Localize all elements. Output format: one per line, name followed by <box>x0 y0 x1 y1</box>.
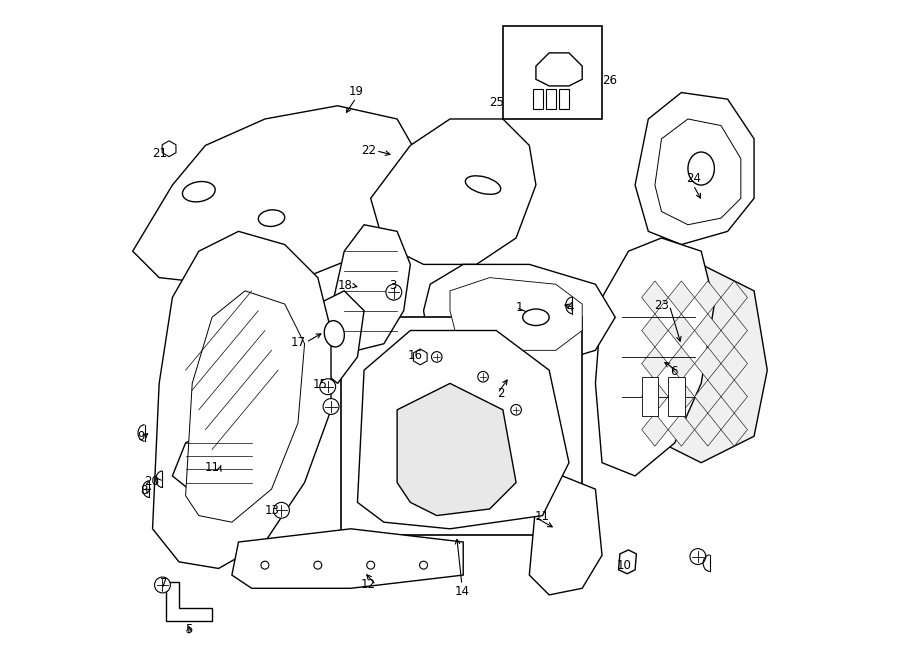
Circle shape <box>431 352 442 362</box>
Polygon shape <box>668 347 695 380</box>
Polygon shape <box>668 413 695 446</box>
Polygon shape <box>618 550 636 574</box>
FancyBboxPatch shape <box>341 317 582 535</box>
Text: 4: 4 <box>566 301 573 314</box>
FancyBboxPatch shape <box>545 89 556 109</box>
FancyBboxPatch shape <box>559 89 569 109</box>
Polygon shape <box>132 106 424 284</box>
Text: 22: 22 <box>361 144 376 157</box>
Polygon shape <box>153 231 331 568</box>
Polygon shape <box>695 347 721 380</box>
Circle shape <box>261 561 269 569</box>
Polygon shape <box>304 291 365 383</box>
Text: 17: 17 <box>291 336 306 349</box>
Text: 25: 25 <box>490 96 504 109</box>
Polygon shape <box>166 582 212 621</box>
Text: 6: 6 <box>670 365 678 378</box>
Polygon shape <box>721 380 748 413</box>
Polygon shape <box>450 278 582 350</box>
Circle shape <box>314 561 322 569</box>
Polygon shape <box>695 413 721 446</box>
Text: 9: 9 <box>137 430 145 443</box>
Polygon shape <box>397 383 516 516</box>
Polygon shape <box>424 264 616 370</box>
Polygon shape <box>642 413 668 446</box>
Ellipse shape <box>324 321 345 347</box>
Ellipse shape <box>258 210 284 227</box>
Polygon shape <box>232 529 464 588</box>
FancyBboxPatch shape <box>642 377 658 416</box>
Polygon shape <box>721 281 748 314</box>
Text: 11: 11 <box>205 461 220 475</box>
Circle shape <box>511 405 521 415</box>
Polygon shape <box>642 314 668 347</box>
Circle shape <box>478 371 489 382</box>
Ellipse shape <box>183 182 215 202</box>
Polygon shape <box>668 314 695 347</box>
Ellipse shape <box>465 176 500 194</box>
FancyBboxPatch shape <box>503 26 602 119</box>
Polygon shape <box>185 291 304 522</box>
Circle shape <box>320 379 336 395</box>
Text: 12: 12 <box>361 578 376 592</box>
Circle shape <box>155 577 170 593</box>
Circle shape <box>386 284 401 300</box>
Text: 1: 1 <box>516 301 524 314</box>
Polygon shape <box>721 347 748 380</box>
Ellipse shape <box>688 152 715 185</box>
Text: 16: 16 <box>407 349 422 362</box>
Polygon shape <box>695 314 721 347</box>
Polygon shape <box>529 476 602 595</box>
Polygon shape <box>635 93 754 245</box>
Polygon shape <box>173 423 258 502</box>
Text: 21: 21 <box>152 147 167 160</box>
Text: 3: 3 <box>389 279 396 292</box>
Polygon shape <box>162 141 176 157</box>
Text: 26: 26 <box>602 74 617 87</box>
Polygon shape <box>357 330 569 529</box>
Text: 8: 8 <box>140 484 148 497</box>
FancyBboxPatch shape <box>533 89 543 109</box>
Polygon shape <box>655 119 741 225</box>
Polygon shape <box>642 281 668 314</box>
Text: 13: 13 <box>265 504 280 517</box>
Circle shape <box>419 561 428 569</box>
Text: 2: 2 <box>498 387 505 400</box>
Polygon shape <box>668 380 695 413</box>
Polygon shape <box>642 380 668 413</box>
Ellipse shape <box>523 309 549 325</box>
Polygon shape <box>721 413 748 446</box>
Polygon shape <box>371 119 536 264</box>
Text: 18: 18 <box>338 279 352 292</box>
Circle shape <box>323 399 339 414</box>
Text: 10: 10 <box>616 559 632 572</box>
Polygon shape <box>721 314 748 347</box>
Circle shape <box>366 561 374 569</box>
Text: 20: 20 <box>144 475 159 488</box>
Text: 14: 14 <box>454 585 470 598</box>
Circle shape <box>690 549 706 564</box>
FancyBboxPatch shape <box>668 377 685 416</box>
Polygon shape <box>642 347 668 380</box>
Text: 19: 19 <box>348 85 364 98</box>
Text: 24: 24 <box>686 172 701 185</box>
Text: 23: 23 <box>654 299 670 312</box>
Text: 11: 11 <box>535 510 550 524</box>
Text: 5: 5 <box>185 623 193 636</box>
Polygon shape <box>596 238 715 476</box>
Text: 7: 7 <box>160 576 167 590</box>
Polygon shape <box>413 349 428 365</box>
Polygon shape <box>695 281 721 314</box>
Circle shape <box>274 502 290 518</box>
Polygon shape <box>695 380 721 413</box>
Polygon shape <box>536 53 582 86</box>
Text: 15: 15 <box>312 378 327 391</box>
Polygon shape <box>668 281 695 314</box>
Polygon shape <box>635 264 768 463</box>
Polygon shape <box>331 225 410 350</box>
